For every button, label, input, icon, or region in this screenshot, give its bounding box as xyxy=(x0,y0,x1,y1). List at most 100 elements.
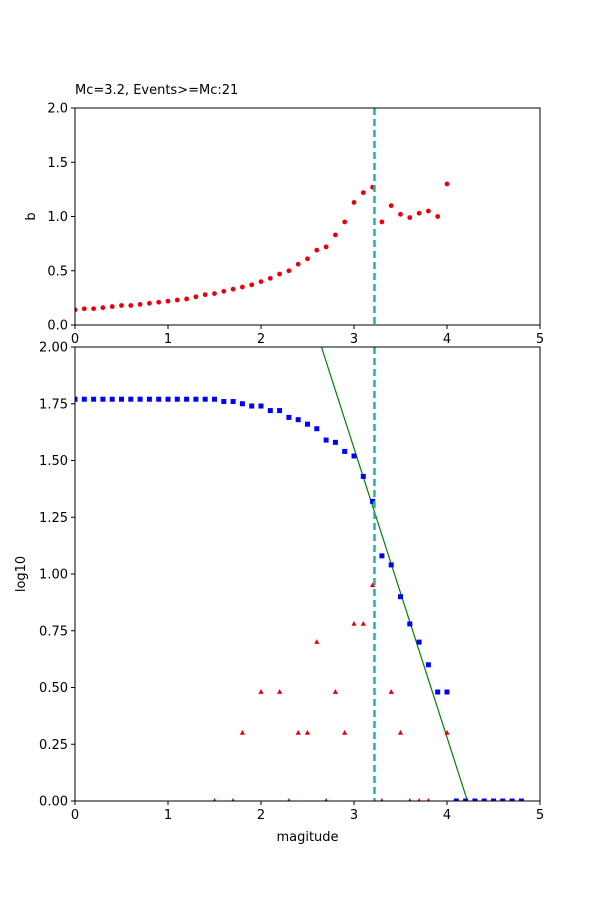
b-panel-series-0-point-14 xyxy=(202,292,208,298)
log10-panel-series-0-point-44 xyxy=(481,798,487,801)
log10-panel-y-tick-label-4: 1.00 xyxy=(39,568,68,583)
b-panel-series-0-point-6 xyxy=(128,303,134,308)
log10-panel-series-0-point-18 xyxy=(239,401,245,407)
log10-panel-series-0-point-6 xyxy=(128,396,134,402)
b-panel-series-0-point-8 xyxy=(147,300,152,306)
log10-panel-series-0-point-24 xyxy=(295,417,301,423)
log10-panel-y-tick-label-2: 0.50 xyxy=(39,681,68,696)
log10-panel-series-1-point-15 xyxy=(380,798,384,801)
b-panel-y-tick-label-0: 0.0 xyxy=(47,319,68,334)
log10-panel-x-tick-label-5: 5 xyxy=(536,808,544,823)
b-panel-title: Mc=3.2, Events>=Mc:21 xyxy=(75,83,238,98)
log10-panel-series-0-point-31 xyxy=(360,473,366,479)
log10-panel-series-1-point-13 xyxy=(360,620,366,626)
b-panel-x-tick-label-3: 3 xyxy=(350,332,358,347)
log10-panel-series-1-point-14 xyxy=(370,582,376,588)
log10-panel-y-tick-label-8: 2.00 xyxy=(39,341,68,356)
log10-panel-series-1-point-19 xyxy=(417,798,421,801)
log10-panel-series-0-point-13 xyxy=(193,396,199,402)
b-panel-series-0-point-12 xyxy=(184,296,190,302)
b-panel-series-0-point-9 xyxy=(156,299,162,305)
log10-panel-series-1-point-3 xyxy=(258,689,264,694)
b-panel-x-tick-label-5: 5 xyxy=(536,332,544,347)
b-panel-series-0-point-10 xyxy=(165,298,171,304)
log10-panel-series-0-point-5 xyxy=(119,396,124,402)
b-panel-series-0-point-7 xyxy=(137,301,143,307)
b-panel-series-0-point-11 xyxy=(174,297,180,303)
log10-panel-series-0-point-48 xyxy=(518,798,524,801)
log10-panel-series-0-point-28 xyxy=(332,439,338,445)
log10-panel-series-0-point-4 xyxy=(109,396,115,402)
b-panel-series-0-point-19 xyxy=(249,282,255,288)
log10-panel-series-1-point-11 xyxy=(342,729,348,735)
log10-panel-series-0-point-17 xyxy=(230,398,236,404)
b-panel-x-tick-label-2: 2 xyxy=(257,332,265,347)
b-panel-y-tick-label-4: 2.0 xyxy=(47,102,68,117)
b-panel-series-0-point-2 xyxy=(91,306,96,312)
log10-panel-series-0-point-33 xyxy=(379,553,385,559)
b-panel-x-tick-label-1: 1 xyxy=(164,332,172,347)
b-panel-series-0-point-28 xyxy=(333,232,338,238)
b-value-panel: Mc=3.2, Events>=Mc:21 0 1 2 3 4 5 0.0 0.5 1.0 1.5… xyxy=(24,83,544,347)
b-panel-plot-area xyxy=(75,181,450,313)
log10-panel-series-0-point-29 xyxy=(342,448,348,454)
log10-panel-series-0-point-12 xyxy=(184,396,190,402)
log10-panel-series-0-point-19 xyxy=(249,403,255,409)
log10-panel-series-0-point-36 xyxy=(407,621,413,627)
frequency-magnitude-panel: 0 1 2 3 4 5 0.00 0.25 0.50 0.75 1.00 1.25 1.50 1.75 2.… xyxy=(14,341,544,846)
b-panel-series-0-point-3 xyxy=(100,305,106,311)
b-panel-series-0-point-36 xyxy=(407,215,413,220)
b-panel-series-0-point-18 xyxy=(240,284,245,290)
log10-panel-series-0-point-9 xyxy=(156,396,162,402)
b-panel-series-0-point-37 xyxy=(416,210,422,216)
log10-panel-series-0-point-42 xyxy=(463,798,469,801)
log10-panel-y-tick-label-5: 1.25 xyxy=(39,511,68,526)
b-panel-series-0-point-31 xyxy=(360,190,366,196)
log10-panel-x-axis-label: magitude xyxy=(276,830,338,845)
log10-panel-series-0-point-3 xyxy=(100,396,106,402)
b-panel-series-0-point-20 xyxy=(258,279,264,284)
log10-panel-series-1-point-20 xyxy=(426,798,431,801)
log10-panel-series-1-point-12 xyxy=(351,620,357,626)
b-panel-series-0-point-25 xyxy=(305,256,310,262)
log10-panel-x-tick-label-0: 0 xyxy=(71,808,79,823)
log10-panel-series-1-point-8 xyxy=(314,639,320,644)
fit-line xyxy=(320,347,469,801)
b-panel-series-0-point-26 xyxy=(314,247,320,253)
b-panel-y-axis-label: b xyxy=(24,212,39,220)
b-panel-series-0-point-17 xyxy=(230,286,236,292)
log10-panel-series-0-point-16 xyxy=(221,398,227,404)
log10-panel-series-0-point-8 xyxy=(146,396,152,402)
log10-panel-series-0-point-21 xyxy=(267,408,273,414)
log10-panel-series-1-point-7 xyxy=(304,729,311,735)
b-panel-series-0-point-38 xyxy=(426,208,431,214)
log10-panel-y-tick-label-3: 0.75 xyxy=(39,624,68,639)
log10-panel-x-tick-label-2: 2 xyxy=(257,808,265,823)
log10-panel-x-tick-label-3: 3 xyxy=(350,808,358,823)
log10-panel-series-0-point-20 xyxy=(258,403,264,409)
log10-panel-y-tick-label-1: 0.25 xyxy=(39,738,68,753)
log10-panel-series-1-point-1 xyxy=(231,798,235,801)
log10-panel-series-1-point-4 xyxy=(277,689,283,694)
log10-panel-x-tick-label-1: 1 xyxy=(164,808,172,823)
log10-panel-series-0-point-15 xyxy=(212,396,217,402)
b-panel-series-0-point-39 xyxy=(435,214,441,219)
log10-panel-series-0-point-25 xyxy=(305,421,310,427)
log10-panel-y-tick-label-0: 0.00 xyxy=(39,795,68,810)
log10-panel-series-0-point-39 xyxy=(435,689,441,695)
log10-panel-series-0-point-32 xyxy=(370,498,376,504)
log10-panel-y-tick-label-7: 1.75 xyxy=(39,397,68,412)
log10-panel-series-1-point-21 xyxy=(444,729,450,735)
log10-panel-series-0-point-46 xyxy=(500,798,506,801)
b-panel-series-0-point-13 xyxy=(193,294,199,300)
log10-panel-plot-area xyxy=(75,347,524,801)
log10-panel-series-0-point-47 xyxy=(509,798,515,801)
log10-panel-series-0-point-34 xyxy=(388,562,394,568)
b-panel-y-tick-label-1: 0.5 xyxy=(47,264,68,279)
b-panel-series-0-point-15 xyxy=(212,291,217,296)
log10-panel-series-0-point-45 xyxy=(491,798,496,801)
b-panel-series-0-point-4 xyxy=(109,304,115,309)
log10-panel-series-1-point-9 xyxy=(324,798,328,801)
